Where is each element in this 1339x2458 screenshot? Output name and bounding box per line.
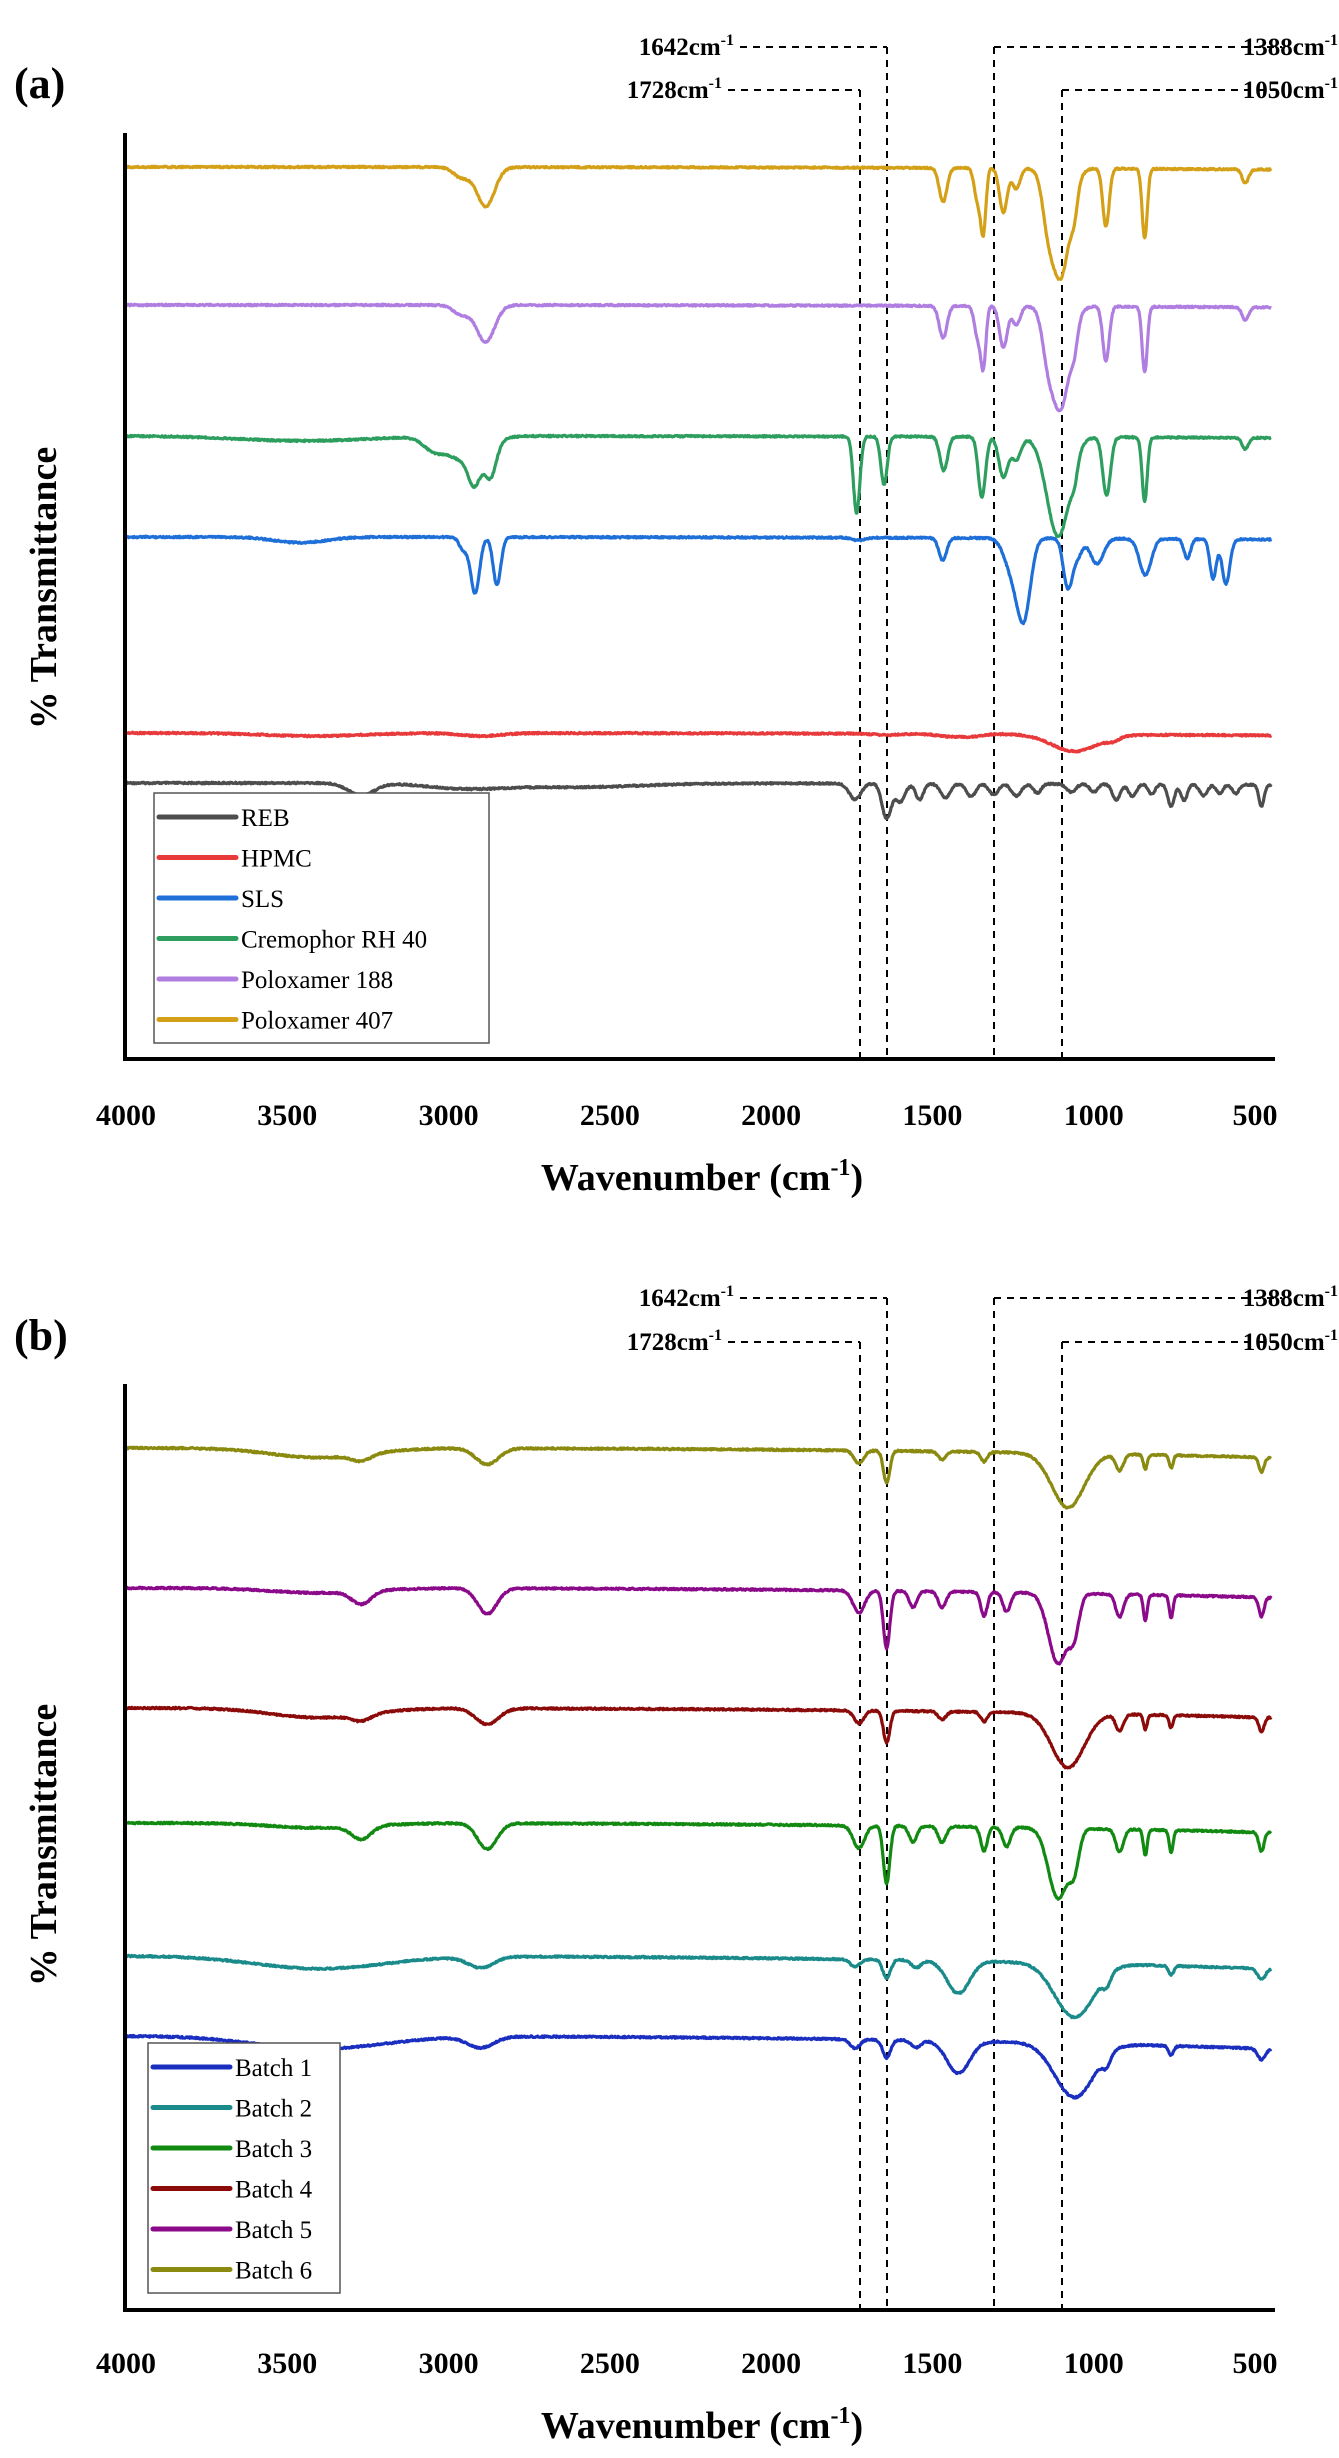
peak-annotation-label-1388: 1388cm-1	[1243, 32, 1338, 61]
series-line-poloxamer-407	[125, 164, 1273, 281]
panel-b-series	[124, 1445, 1273, 2100]
panel-a-x-axis-title-sup: -1	[830, 1155, 850, 1181]
series-line-batch-2	[124, 1953, 1273, 2020]
panel-a-x-axis-title-close: )	[850, 1157, 863, 1199]
peak-annotation-label-1050: 1050cm-1	[1243, 75, 1338, 104]
panel-a-x-tick-label: 4000	[96, 1099, 156, 1132]
panel-b-x-tick-label: 2500	[580, 2347, 640, 2380]
panel-a-annotations: 1642cm-1 1728cm-1 1388cm-1 1050cm-1	[627, 32, 1338, 1057]
series-line-sls	[125, 534, 1273, 626]
panel-a-series	[124, 164, 1273, 821]
panel-b-x-tick-label: 500	[1233, 2347, 1278, 2380]
panel-b: (b) 1642cm-1 1728cm-1 1388cm-1 1050cm-1 400…	[14, 1283, 1338, 2447]
panel-b-x-tick-label: 4000	[96, 2347, 156, 2380]
panel-a-x-tick-label: 1500	[902, 1099, 962, 1132]
peak-annotation-label-1388: 1388cm-1	[1243, 1283, 1338, 1312]
panel-b-legend: Batch 1 Batch 2 Batch 3 Batch 4 Batch 5 Batch…	[147, 2042, 341, 2294]
panel-b-annotations: 1642cm-1 1728cm-1 1388cm-1 1050cm-1	[627, 1283, 1338, 2308]
panel-a-legend-box	[153, 792, 490, 1044]
panel-b-legend-box	[147, 2042, 341, 2294]
panel-a-y-axis-title: % Transmittance	[23, 447, 65, 730]
series-line-reb	[124, 780, 1273, 821]
panel-b-x-axis-title-sup: -1	[830, 2403, 850, 2429]
series-line-cremophor-rh-40	[125, 433, 1273, 539]
peak-annotation-label-1642: 1642cm-1	[639, 32, 734, 61]
panel-b-x-axis-title: Wavenumber (cm-1)	[541, 2403, 863, 2447]
legend-label: Poloxamer 407	[241, 1008, 393, 1035]
panel-a-x-tick-label: 2000	[741, 1099, 801, 1132]
panel-b-x-tick-labels: 4000 3500 3000 2500 2000 1500 1000 500	[96, 2347, 1278, 2380]
series-line-hpmc	[124, 730, 1273, 754]
panel-b-x-tick-label: 1500	[902, 2347, 962, 2380]
panel-b-x-tick-label: 1000	[1064, 2347, 1124, 2380]
legend-label: Batch 2	[235, 2096, 312, 2123]
panel-b-x-tick-label: 2000	[741, 2347, 801, 2380]
panel-b-x-axis-title-main: Wavenumber (cm	[541, 2405, 831, 2447]
series-line-batch-6	[125, 1445, 1273, 1510]
panel-b-y-axis-title: % Transmittance	[23, 1704, 65, 1987]
peak-annotation-label-1642: 1642cm-1	[639, 1283, 734, 1312]
panel-b-label: (b)	[14, 1311, 68, 1360]
panel-b-x-tick-label: 3500	[257, 2347, 317, 2380]
legend-label: Batch 5	[235, 2217, 312, 2244]
panel-a-x-axis-title-main: Wavenumber (cm	[541, 1157, 831, 1199]
panel-a-legend: REB HPMC SLS Cremophor RH 40 Poloxamer 188 Po…	[153, 792, 490, 1044]
panel-a-x-axis-title: Wavenumber (cm-1)	[541, 1155, 863, 1199]
panel-a: (a) 1642cm-1 1728cm-1 1388cm-1 1050cm-1 400…	[14, 32, 1338, 1199]
series-line-poloxamer-188	[124, 302, 1273, 413]
series-line-batch-4	[125, 1705, 1273, 1770]
series-line-batch-5	[124, 1585, 1273, 1666]
panel-a-x-tick-label: 3500	[257, 1099, 317, 1132]
peak-annotation-label-1050: 1050cm-1	[1243, 1327, 1338, 1356]
legend-label: Batch 3	[235, 2136, 312, 2163]
panel-a-x-tick-label: 500	[1233, 1099, 1278, 1132]
peak-annotation-label-1728: 1728cm-1	[627, 1327, 722, 1356]
legend-label: REB	[241, 805, 290, 832]
legend-label: Batch 6	[235, 2258, 312, 2285]
panel-b-x-tick-label: 3000	[419, 2347, 479, 2380]
legend-label: Batch 1	[235, 2055, 312, 2082]
series-line-batch-3	[124, 1820, 1273, 1901]
legend-label: SLS	[241, 886, 284, 913]
legend-label: Cremophor RH 40	[241, 927, 427, 954]
panel-a-x-tick-label: 1000	[1064, 1099, 1124, 1132]
legend-label: Batch 4	[235, 2177, 313, 2204]
legend-label: HPMC	[241, 846, 312, 873]
panel-b-x-axis-title-close: )	[850, 2405, 863, 2447]
panel-a-label: (a)	[14, 59, 65, 108]
panel-a-x-tick-labels: 4000 3500 3000 2500 2000 1500 1000 500	[96, 1099, 1278, 1132]
panel-a-x-tick-label: 2500	[580, 1099, 640, 1132]
legend-label: Poloxamer 188	[241, 967, 393, 994]
peak-annotation-label-1728: 1728cm-1	[627, 75, 722, 104]
panel-a-x-tick-label: 3000	[419, 1099, 479, 1132]
